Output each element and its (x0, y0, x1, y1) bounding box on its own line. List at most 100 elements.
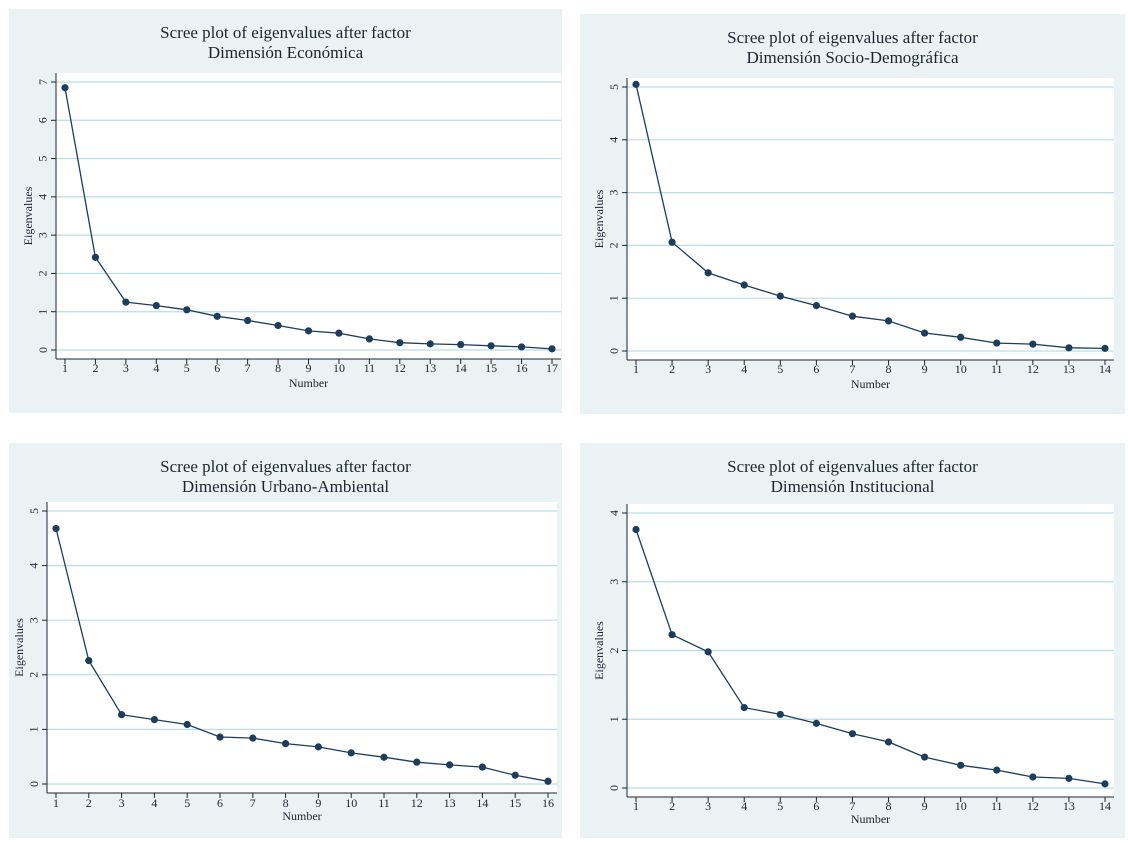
chart-panel-socio-demografica: Scree plot of eigenvalues after factor D… (580, 14, 1125, 414)
y-tick-label: 3 (27, 617, 41, 623)
chart-title: Scree plot of eigenvalues after factor (160, 23, 411, 42)
x-tick-label: 11 (991, 799, 1003, 813)
data-point (1065, 774, 1073, 782)
y-tick-label: 3 (36, 232, 50, 238)
chart-title: Scree plot of eigenvalues after factor (727, 28, 978, 47)
x-axis-label: Number (851, 377, 890, 391)
x-axis-label: Number (289, 376, 328, 390)
data-point (183, 306, 191, 314)
x-tick-label: 12 (1027, 799, 1039, 813)
y-tick-label: 1 (607, 716, 621, 722)
data-point (216, 733, 224, 741)
x-tick-label: 4 (153, 361, 159, 375)
x-tick-label: 2 (669, 362, 675, 376)
x-tick-label: 13 (1063, 362, 1075, 376)
x-tick-label: 13 (444, 796, 456, 810)
series-line (635, 529, 1106, 785)
data-point (812, 301, 820, 310)
data-point (884, 738, 893, 746)
data-point (812, 719, 820, 727)
data-point (704, 648, 712, 656)
x-tick-label: 10 (345, 796, 357, 810)
series-line (55, 528, 549, 782)
x-tick-label: 2 (86, 796, 92, 810)
x-tick-label: 16 (516, 361, 528, 375)
data-point (517, 343, 526, 351)
data-point (993, 766, 1001, 774)
data-point (244, 316, 252, 325)
y-tick-label: 3 (607, 579, 621, 585)
x-tick-label: 15 (509, 796, 521, 810)
x-tick-label: 15 (485, 361, 497, 375)
x-tick-label: 3 (119, 796, 125, 810)
x-tick-label: 14 (455, 361, 467, 375)
data-point (213, 312, 221, 320)
y-tick-label: 7 (36, 79, 50, 85)
x-tick-label: 8 (886, 362, 892, 376)
data-point (776, 292, 784, 300)
data-point (544, 777, 552, 785)
chart-title: Scree plot of eigenvalues after factor (727, 457, 978, 476)
x-tick-label: 1 (53, 796, 59, 810)
y-tick-label: 4 (27, 563, 41, 569)
data-point (668, 238, 676, 246)
y-tick-label: 1 (607, 295, 621, 301)
x-tick-label: 10 (955, 799, 967, 813)
x-tick-label: 14 (476, 796, 488, 810)
y-tick-label: 3 (607, 190, 621, 196)
data-point (150, 715, 158, 724)
data-point (921, 753, 929, 761)
chart-panel-urbano-ambiental: Scree plot of eigenvalues after factor D… (9, 443, 562, 838)
x-tick-label: 9 (922, 362, 928, 376)
data-point (776, 710, 784, 719)
plot-area (47, 502, 557, 793)
y-tick-label: 6 (36, 117, 50, 123)
chart-subtitle: Dimensión Urbano-Ambiental (181, 477, 390, 496)
y-tick-label: 5 (36, 156, 50, 162)
series-line (635, 84, 1106, 350)
chart-panel-institucional: Scree plot of eigenvalues after factor D… (580, 443, 1125, 838)
x-tick-label: 10 (955, 362, 967, 376)
data-point (1101, 344, 1109, 352)
data-point (446, 761, 454, 769)
x-tick-label: 5 (184, 361, 190, 375)
data-point (61, 84, 69, 92)
x-tick-label: 13 (424, 361, 436, 375)
y-tick-label: 0 (607, 348, 621, 354)
data-point (957, 761, 965, 769)
data-point (884, 317, 893, 325)
data-point (183, 720, 191, 729)
data-point (304, 327, 313, 335)
y-tick-label: 0 (607, 785, 621, 791)
data-point (380, 753, 388, 761)
data-point (52, 524, 60, 533)
x-tick-label: 7 (250, 796, 256, 810)
x-tick-label: 17 (546, 361, 558, 375)
data-point (1065, 344, 1073, 352)
x-axis-label: Number (851, 812, 890, 826)
x-tick-label: 3 (123, 361, 129, 375)
x-tick-label: 12 (411, 796, 423, 810)
data-point (335, 329, 343, 337)
x-tick-label: 1 (633, 799, 639, 813)
y-tick-label: 5 (607, 84, 621, 90)
data-point (426, 340, 434, 348)
chart-title: Scree plot of eigenvalues after factor (160, 457, 411, 476)
data-point (632, 80, 640, 88)
x-tick-label: 2 (92, 361, 98, 375)
data-point (365, 335, 373, 343)
x-tick-label: 12 (394, 361, 406, 375)
chart-subtitle: Dimensión Institucional (770, 477, 935, 496)
data-point (1029, 340, 1037, 348)
x-tick-label: 2 (669, 799, 675, 813)
x-tick-label: 11 (364, 361, 376, 375)
y-tick-label: 5 (27, 508, 41, 514)
x-tick-label: 7 (849, 799, 855, 813)
x-tick-label: 4 (741, 362, 747, 376)
x-tick-label: 6 (217, 796, 223, 810)
x-tick-label: 8 (283, 796, 289, 810)
data-point (347, 749, 355, 757)
